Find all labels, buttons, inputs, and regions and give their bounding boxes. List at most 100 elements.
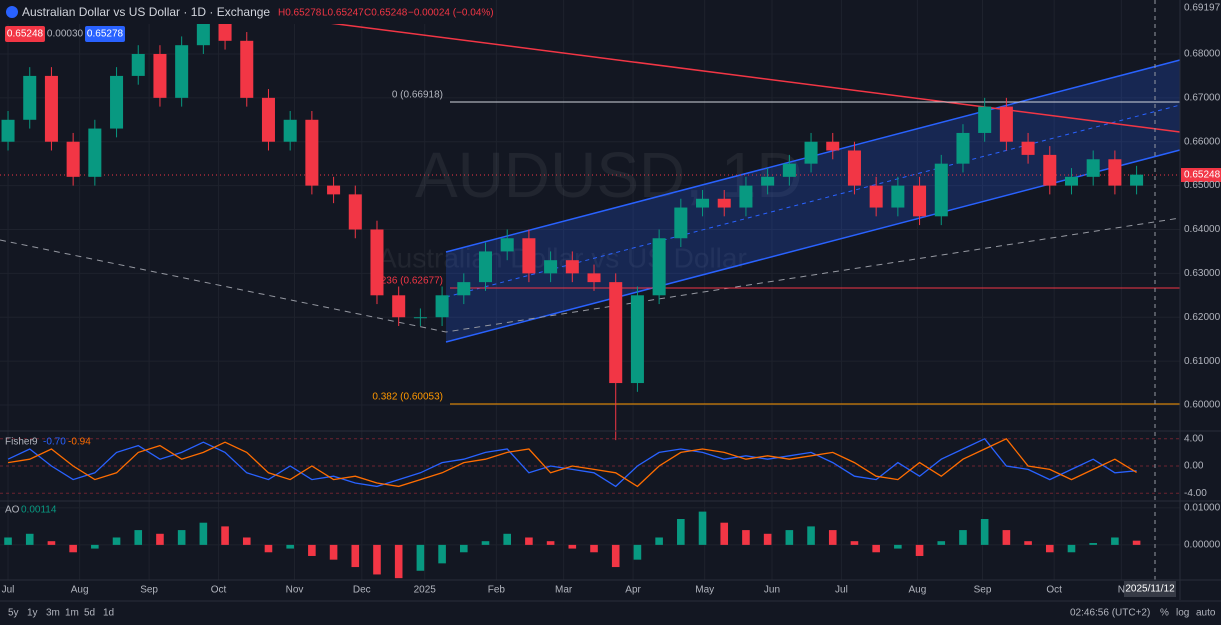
candle-body	[869, 185, 883, 208]
x-tick-label: May	[695, 585, 714, 596]
spread: 0.00030	[47, 29, 84, 40]
percent-toggle[interactable]: %	[1160, 608, 1169, 619]
ao-bar	[242, 537, 251, 545]
ao-bar	[959, 530, 967, 545]
ao-bar	[590, 544, 598, 553]
y-tick-label: 0.65000	[1184, 180, 1221, 191]
candle-body	[826, 141, 840, 151]
top-price-label: 0.69197	[1184, 3, 1221, 14]
range-button[interactable]: 5y	[8, 608, 19, 619]
clock: 02:46:56 (UTC+2)	[1070, 608, 1150, 619]
x-tick-label: Nov	[286, 585, 304, 596]
ao-bar	[763, 533, 772, 545]
ao-bar	[373, 544, 381, 575]
candle-body	[88, 128, 102, 177]
ao-bar	[91, 544, 99, 549]
x-tick-label: Dec	[353, 585, 371, 596]
header	[0, 0, 480, 24]
fib-label: 0 (0.66918)	[392, 90, 443, 101]
ao-bar	[785, 530, 794, 545]
ao-bar	[915, 544, 924, 556]
ao-bar	[112, 537, 121, 545]
x-tick-label: Aug	[908, 585, 926, 596]
x-tick-label: Sep	[140, 585, 158, 596]
channel-mid	[445, 104, 1181, 298]
candle-body	[66, 141, 80, 177]
auto-toggle[interactable]: auto	[1196, 608, 1216, 619]
y-tick-label: 0.00000	[1184, 540, 1221, 551]
sell-button[interactable]	[5, 26, 45, 42]
ao-bar	[177, 530, 186, 545]
range-button[interactable]: 5d	[84, 608, 95, 619]
candle-body	[435, 295, 449, 318]
ao-bar	[264, 544, 273, 553]
ao-bar	[1024, 541, 1032, 545]
candle-body	[1108, 159, 1122, 186]
y-tick-label: 4.00	[1184, 433, 1204, 444]
x-tick-label: N	[1118, 585, 1125, 596]
fisher-title: Fisher	[5, 437, 33, 448]
trigger-value: -0.94	[68, 437, 91, 448]
indicator-line	[7, 437, 1137, 488]
ao-bar	[1089, 543, 1097, 545]
symbol-title[interactable]: Australian Dollar vs US Dollar · 1D · Ex…	[22, 5, 270, 19]
x-tick-label: Apr	[625, 585, 641, 596]
ao-bar	[459, 544, 468, 553]
ao-bar	[329, 544, 338, 560]
candle-body	[327, 185, 341, 195]
fisher-value: -0.70	[43, 437, 66, 448]
range-button[interactable]: 1d	[103, 608, 114, 619]
ao-bar	[611, 544, 620, 568]
ao-bar	[546, 541, 555, 545]
candle-body	[1086, 159, 1100, 177]
trend-line	[289, 17, 1181, 133]
ao-bar	[525, 537, 533, 545]
ao-bar	[742, 530, 750, 545]
range-button[interactable]: 3m	[46, 608, 60, 619]
ao-bar	[568, 544, 577, 549]
y-tick-label: 0.63000	[1184, 268, 1221, 279]
log-toggle[interactable]: log	[1176, 608, 1189, 619]
candle-body	[370, 229, 384, 296]
ao-bar	[351, 544, 360, 568]
range-button[interactable]: 1m	[65, 608, 79, 619]
ao-bar	[1045, 544, 1054, 553]
y-tick-label: 0.60000	[1184, 400, 1221, 411]
candle-body	[261, 97, 275, 142]
fib-label: 0.236 (0.62677)	[372, 276, 443, 287]
y-tick-label: 0.61000	[1184, 356, 1221, 367]
ao-bar	[720, 522, 729, 545]
ao-bar	[503, 533, 512, 545]
y-tick-label: 0.67000	[1184, 92, 1221, 103]
candle-body	[934, 163, 948, 217]
ohlc-high: H0.65278	[278, 8, 322, 19]
candle-body	[913, 185, 927, 217]
ao-bar	[286, 544, 294, 549]
ao-bar	[134, 530, 143, 545]
range-button[interactable]: 1y	[27, 608, 38, 619]
candle-body	[956, 132, 970, 164]
candle-body	[1043, 154, 1057, 186]
ao-bar	[655, 537, 663, 545]
ao-bar	[937, 541, 946, 545]
candle-body	[283, 119, 297, 142]
buy-button[interactable]	[85, 26, 125, 42]
range-bar: 5y 1y 3m 1m 5d 1d	[8, 608, 114, 619]
x-tick-label: Feb	[488, 585, 506, 596]
candle-body	[131, 53, 145, 76]
candle-body	[978, 106, 992, 133]
candle-body	[544, 260, 558, 274]
ohlc-close: C0.65248	[364, 8, 408, 19]
candle-body	[44, 75, 58, 142]
candle-body	[348, 194, 362, 230]
candle-body	[1064, 176, 1078, 186]
ao-bar	[828, 530, 837, 545]
ao-bar	[25, 533, 34, 545]
candle-body	[175, 45, 189, 98]
ao-bar	[438, 544, 446, 564]
candle-body	[413, 317, 427, 319]
candle-body	[804, 141, 818, 164]
candle-body	[761, 176, 775, 186]
candle-body	[696, 198, 710, 208]
